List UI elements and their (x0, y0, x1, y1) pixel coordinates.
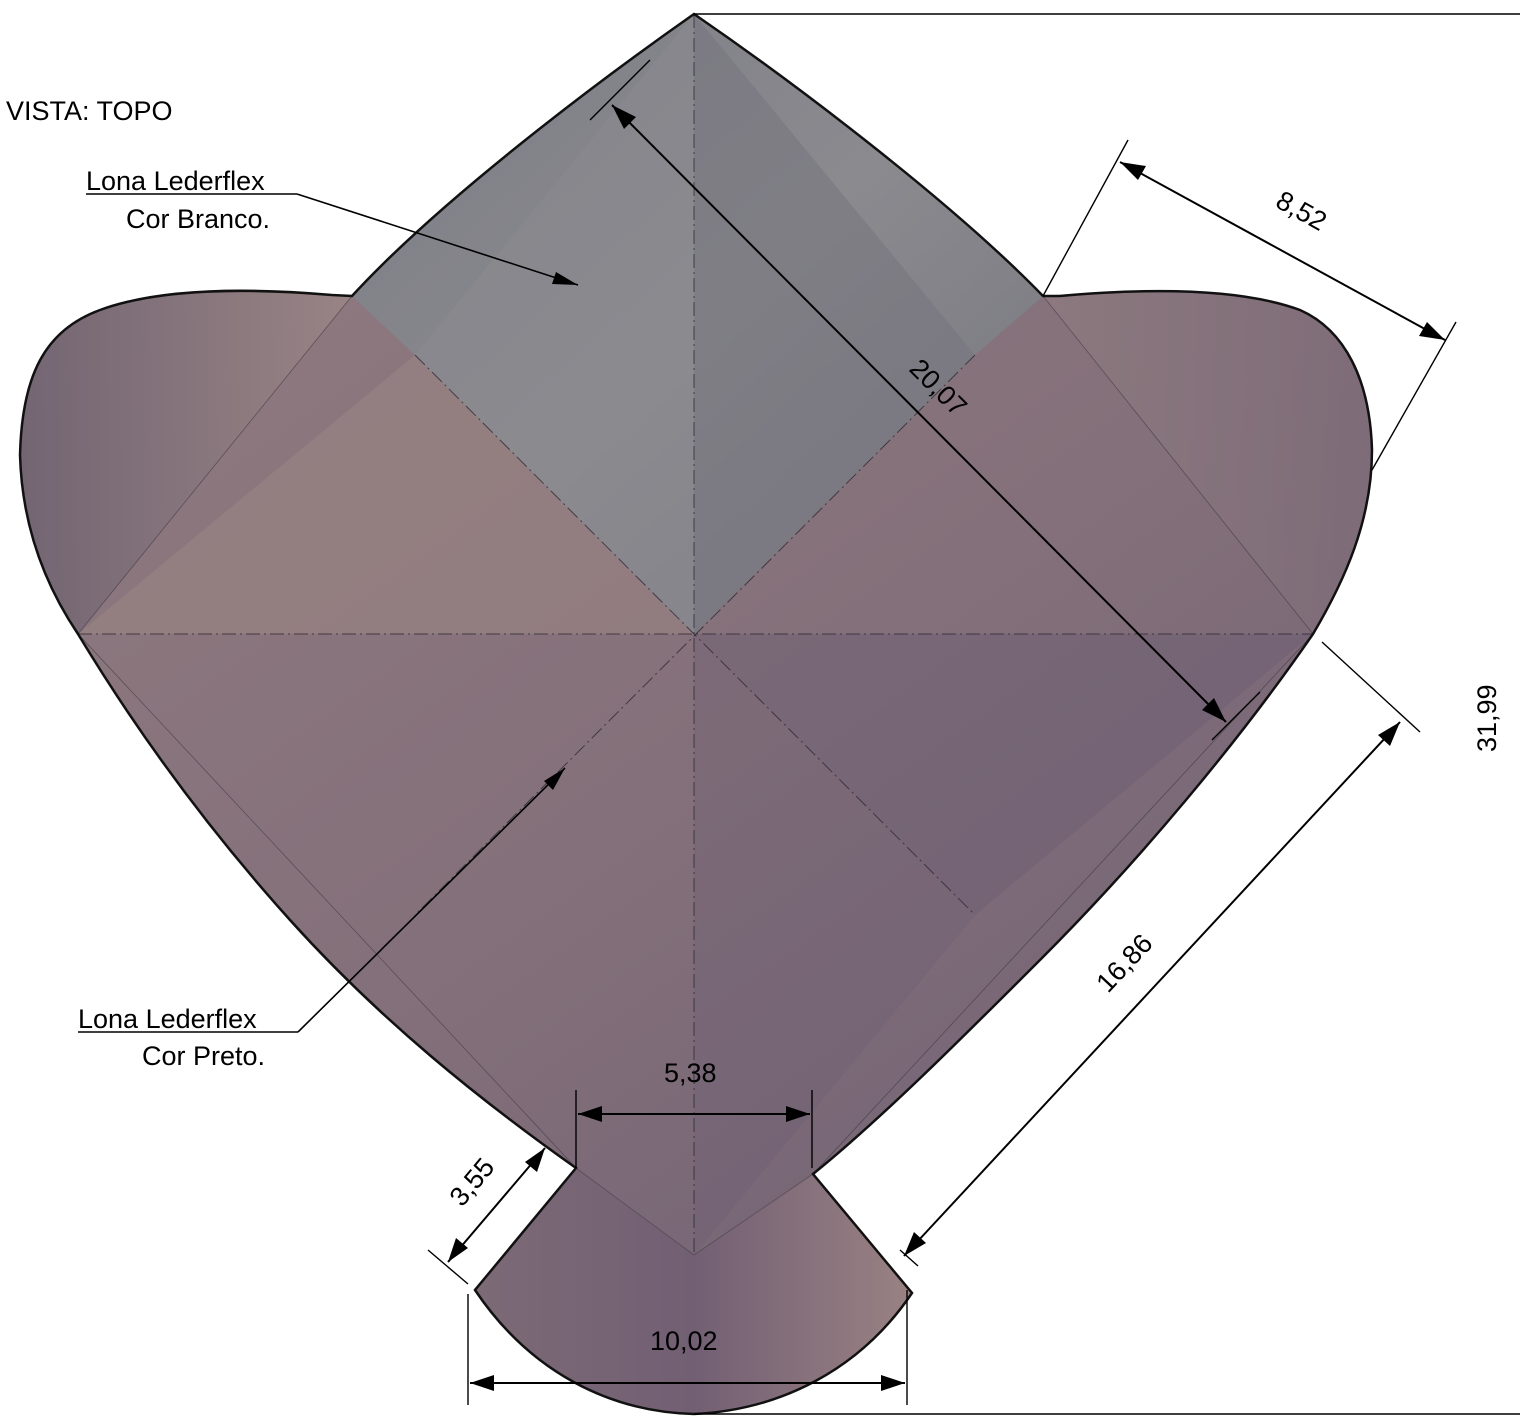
dim-3199-text: 31,99 (1472, 684, 1502, 752)
dim-1686-arrow-b (904, 1232, 926, 1256)
dim-20-ext-a (589, 59, 651, 121)
dim-355-line (447, 1147, 546, 1263)
right-lower-panel (694, 634, 1313, 915)
dim-355-arrow-a (448, 1238, 468, 1262)
callout-white-line1: Lona Lederflex (86, 166, 265, 196)
dim-1686-ext-b (899, 1249, 919, 1267)
left-upper-panel (78, 355, 694, 634)
callout-black-leader (297, 767, 566, 1033)
dim-538-arrow-a (578, 1106, 602, 1122)
dim-1686-line (903, 721, 1401, 1257)
callout-white-line2: Cor Branco. (126, 204, 271, 234)
white-material-inner-right (694, 14, 975, 634)
crease-fan-right (693, 1173, 814, 1256)
dim-852-text: 8,52 (1271, 185, 1332, 237)
crease-left-lower (77, 633, 577, 1169)
crease-right-lower (812, 633, 1314, 1175)
center-lower-panel (694, 634, 975, 1255)
dim-1002-text: 10,02 (650, 1326, 718, 1356)
dim-20-arrow-b (1202, 698, 1226, 722)
callout-black-line1: Lona Lederflex (78, 1004, 257, 1034)
crease-right (1042, 295, 1314, 635)
dim-355-ext (427, 1249, 469, 1285)
dim-20-line (611, 104, 1227, 723)
dim-1686-text: 16,86 (1090, 928, 1158, 998)
callout-black-arrow (544, 768, 565, 790)
dim-852-arrow-b (1419, 322, 1445, 340)
callout-white-arrow (552, 272, 578, 285)
dim-852-line (1119, 161, 1446, 341)
dim-538-arrow-b (786, 1106, 810, 1122)
dim-1002-arrow-a (470, 1375, 494, 1391)
dim-1686-ext-a (1321, 641, 1421, 733)
dim-852-ext-a (1042, 139, 1129, 297)
dim-1002-arrow-b (881, 1375, 905, 1391)
dim-20-ext-b (1211, 691, 1261, 741)
dim-852-arrow-a (1120, 162, 1146, 180)
dim-538-text: 5,38 (664, 1058, 717, 1088)
left-lobe (20, 291, 352, 634)
dim-355-arrow-b (525, 1148, 545, 1172)
view-label: VISTA: TOPO (6, 96, 173, 126)
right-lobe (1043, 291, 1372, 634)
bottom-fan-flap (475, 1168, 912, 1414)
crease-left (77, 295, 353, 635)
white-material-inner (415, 14, 694, 634)
dim-355-text: 3,55 (444, 1152, 501, 1212)
dim-20-arrow-a (612, 105, 636, 129)
dim-1686-arrow-a (1378, 722, 1400, 746)
callout-white-leader (296, 193, 579, 286)
fold-line-diag-2 (414, 354, 976, 916)
callout-black-line2: Cor Preto. (142, 1041, 266, 1071)
crease-fan-left (575, 1167, 695, 1256)
dim-852-ext-b (1371, 321, 1457, 471)
